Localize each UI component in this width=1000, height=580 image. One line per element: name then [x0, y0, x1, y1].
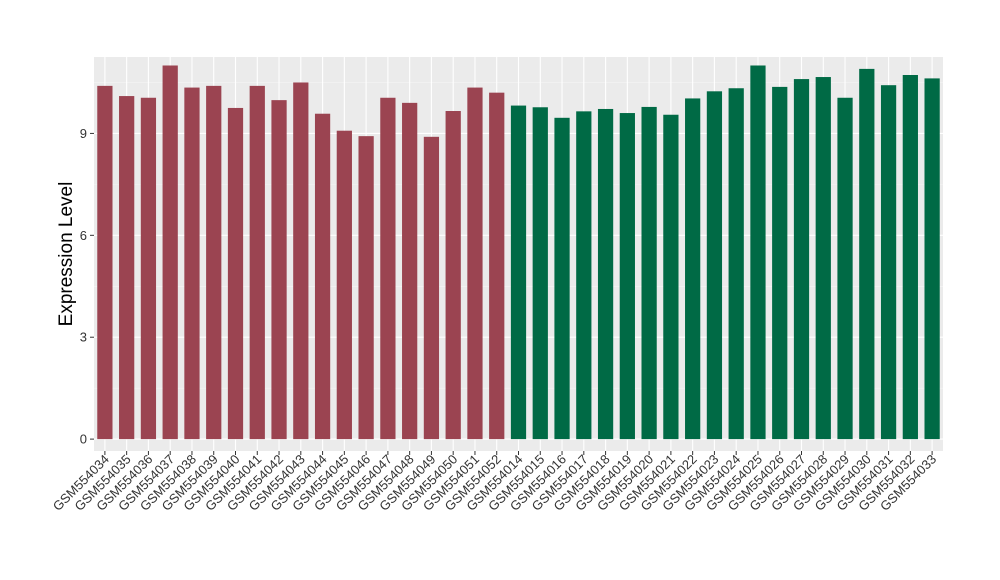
bar-GSM554026: [772, 86, 788, 440]
bar-GSM554038: [184, 87, 200, 440]
bar-GSM554029: [837, 97, 853, 440]
y-axis: 0 3 6 9: [80, 126, 94, 447]
bar-GSM554042: [271, 100, 287, 440]
y-tick-label: 6: [80, 228, 87, 243]
bar-GSM554044: [314, 113, 331, 440]
bar-GSM554051: [467, 87, 483, 440]
bar-GSM554027: [793, 79, 810, 440]
bar-GSM554017: [576, 111, 592, 440]
bar-GSM554052: [489, 92, 505, 440]
bar-GSM554020: [641, 106, 657, 440]
bar-GSM554024: [728, 88, 744, 440]
bar-GSM554031: [880, 85, 897, 440]
bar-GSM554032: [902, 75, 918, 440]
bar-GSM554019: [619, 113, 635, 440]
bar-GSM554030: [859, 68, 875, 440]
bar-GSM554046: [358, 136, 374, 440]
bar-GSM554015: [532, 107, 548, 440]
bar-GSM554023: [706, 91, 723, 440]
bar-GSM554033: [924, 78, 940, 440]
bar-GSM554022: [685, 98, 701, 440]
bar-GSM554025: [750, 65, 766, 440]
y-tick-label: 0: [80, 432, 87, 447]
bar-GSM554050: [445, 111, 461, 440]
bar-GSM554048: [402, 102, 418, 440]
bar-GSM554037: [162, 65, 178, 440]
bar-GSM554034: [97, 85, 113, 440]
bar-GSM554047: [380, 97, 396, 440]
bar-GSM554049: [423, 136, 440, 440]
bar-GSM554043: [293, 82, 309, 440]
x-axis: GSM554034GSM554035GSM554036GSM554037GSM5…: [50, 451, 939, 514]
y-axis-title: Expression Level: [56, 182, 77, 327]
bar-GSM554018: [597, 108, 614, 440]
bar-GSM554039: [206, 85, 222, 440]
bar-GSM554041: [249, 85, 265, 440]
bar-GSM554014: [510, 105, 527, 440]
bar-GSM554021: [663, 114, 679, 440]
bar-GSM554028: [815, 77, 831, 440]
bar-GSM554036: [140, 97, 157, 440]
bar-GSM554035: [119, 96, 135, 440]
bar-GSM554040: [227, 107, 244, 440]
y-tick-label: 9: [80, 126, 87, 141]
bar-GSM554045: [336, 130, 352, 440]
bars: [97, 65, 940, 440]
bar-GSM554016: [554, 117, 570, 440]
y-tick-label: 3: [80, 330, 87, 345]
